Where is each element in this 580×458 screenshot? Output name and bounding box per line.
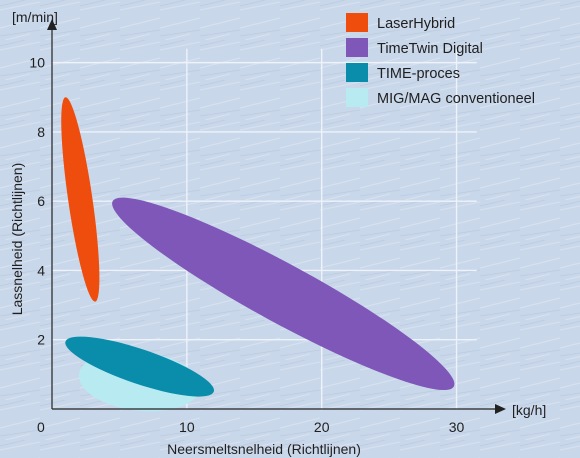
y-tick-label: 2 (37, 332, 45, 348)
region-time-proces (65, 336, 215, 397)
x-axis-title: Neersmeltsnelheid (Richtlijnen) (167, 441, 361, 457)
legend-swatch (346, 63, 368, 82)
grid (52, 48, 477, 409)
region-timetwin-digital (112, 197, 455, 391)
tick-labels: 10 20 30 2 4 6 8 10 (29, 55, 464, 435)
legend: LaserHybrid TimeTwin Digital TIME-proces MI… (346, 13, 535, 107)
x-axis-arrow-icon (495, 404, 506, 414)
y-tick-label: 10 (29, 55, 45, 71)
legend-label: LaserHybrid (377, 16, 455, 32)
x-axis-unit: [kg/h] (512, 402, 546, 418)
x-tick-label: 30 (449, 419, 465, 435)
y-tick-label: 8 (37, 124, 45, 140)
y-tick-label: 4 (37, 262, 45, 278)
axes (47, 19, 506, 414)
legend-label: TimeTwin Digital (377, 41, 483, 57)
origin-label: 0 (37, 419, 45, 435)
legend-label: TIME-proces (377, 66, 460, 82)
legend-swatch (346, 38, 368, 57)
y-tick-label: 6 (37, 193, 45, 209)
y-axis-arrow-icon (47, 19, 57, 30)
legend-label: MIG/MAG conventioneel (377, 91, 535, 107)
legend-swatch (346, 88, 368, 107)
legend-swatch (346, 13, 368, 32)
data-regions (61, 97, 455, 412)
y-axis-unit: [m/min] (12, 9, 58, 25)
region-laserhybrid (61, 97, 100, 302)
y-axis-title: Lassnelheid (Richtlijnen) (9, 163, 25, 316)
x-tick-label: 20 (314, 419, 330, 435)
x-tick-label: 10 (179, 419, 195, 435)
